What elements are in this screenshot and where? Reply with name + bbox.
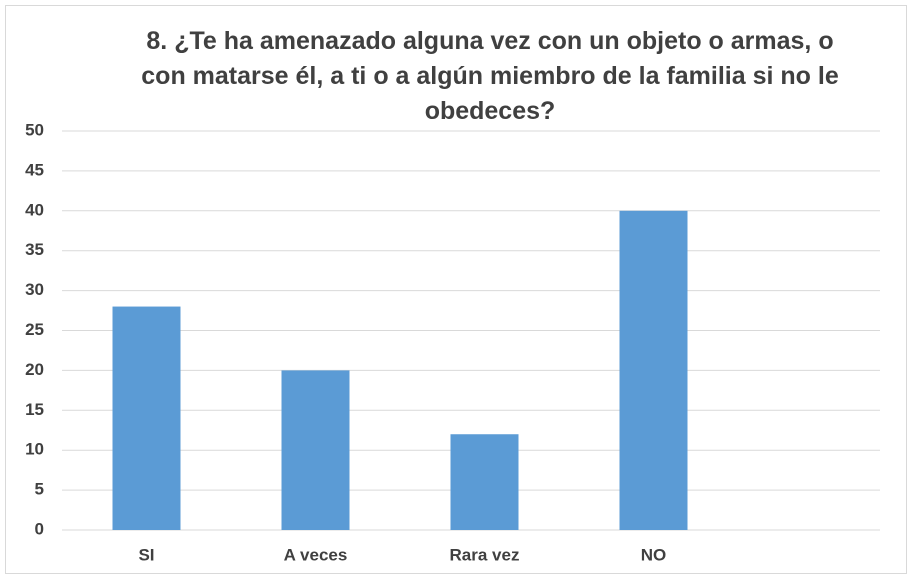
y-tick-label: 30 <box>25 280 44 299</box>
x-tick-label: NO <box>641 545 667 564</box>
bar <box>450 434 519 530</box>
x-tick-label: Rara vez <box>450 545 520 564</box>
y-tick-label: 20 <box>25 360 44 379</box>
y-tick-label: 10 <box>25 440 44 459</box>
y-tick-label: 5 <box>35 480 44 499</box>
y-tick-label: 35 <box>25 240 44 259</box>
bar <box>112 306 181 530</box>
y-tick-label: 15 <box>25 400 44 419</box>
x-tick-label: SI <box>138 545 154 564</box>
bar <box>619 210 688 531</box>
chart-title: 8. ¿Te ha amenazado alguna vez con un ob… <box>141 27 839 125</box>
y-tick-label: 25 <box>25 320 44 339</box>
y-tick-label: 40 <box>25 200 44 219</box>
y-tick-label: 50 <box>25 120 44 139</box>
bar <box>281 370 350 530</box>
y-tick-label: 45 <box>25 160 44 179</box>
x-tick-label: A veces <box>284 545 348 564</box>
y-tick-label: 0 <box>35 519 44 538</box>
